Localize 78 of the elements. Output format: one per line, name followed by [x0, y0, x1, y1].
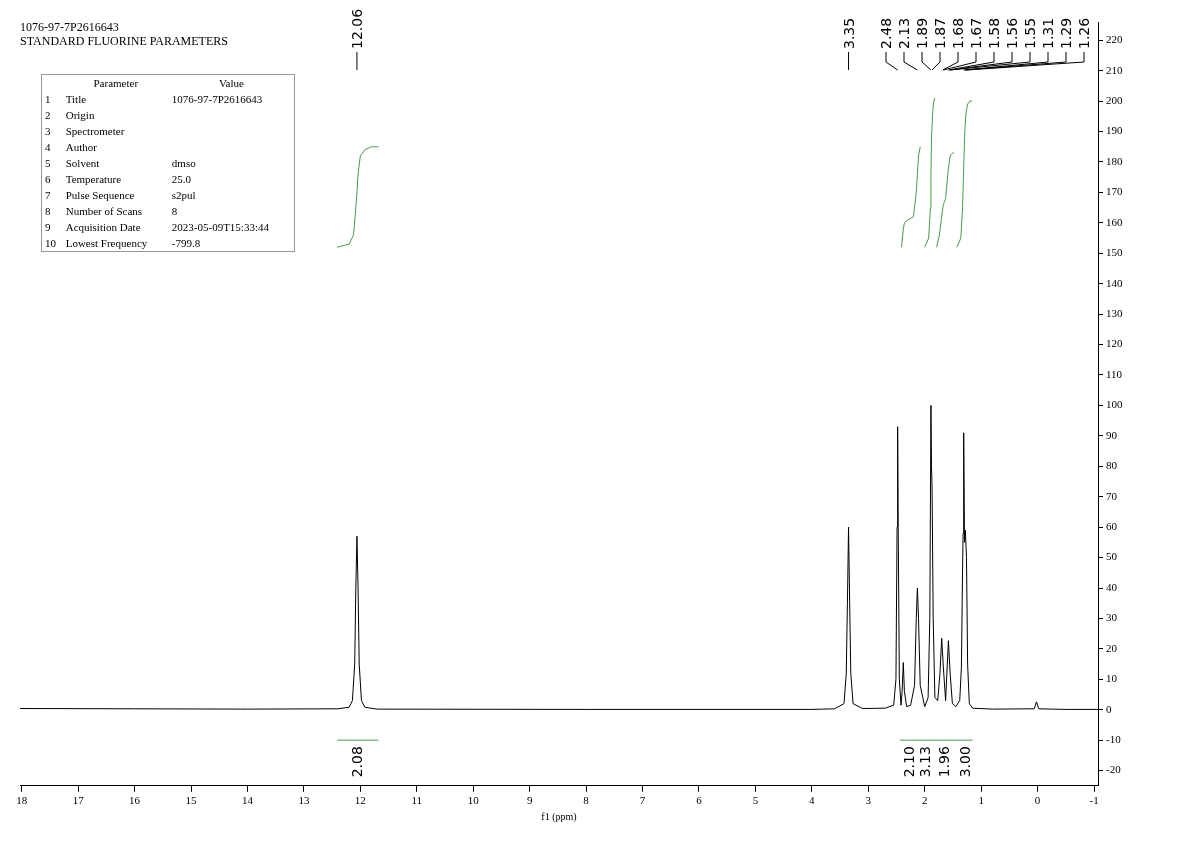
annotation: 3.13	[916, 746, 933, 778]
x-tick-label: 17	[72, 794, 85, 807]
y-tick-label: 210	[1106, 63, 1123, 76]
y-tick-label: 130	[1106, 307, 1123, 320]
x-tick-label: 13	[298, 794, 310, 807]
x-tick-label: 3	[865, 794, 872, 807]
x-tick-label: 11	[411, 794, 423, 807]
annotation: 1.96	[935, 746, 952, 778]
y-tick-label: 150	[1106, 246, 1123, 259]
y-tick-label: 200	[1106, 94, 1123, 107]
x-tick-label: 8	[583, 794, 590, 807]
y-tick-label: 140	[1106, 276, 1123, 289]
x-tick-label: 14	[241, 794, 254, 807]
x-tick-label: 12	[354, 794, 366, 807]
annotation: 1.31	[1040, 17, 1056, 49]
text: 8 Number of Scans 8	[45, 205, 178, 217]
text: 7 Pulse Sequence s2pul	[45, 189, 196, 201]
y-tick-label: 90	[1106, 428, 1118, 441]
y-tick-label: 30	[1106, 611, 1118, 624]
y-tick-label: 120	[1106, 337, 1123, 350]
y-tick-label: 100	[1106, 398, 1123, 411]
text: 10 Lowest Frequency -799.8	[45, 237, 201, 249]
x-tick-label: 7	[639, 794, 646, 807]
y-tick-label: 160	[1106, 215, 1123, 228]
x-tick-label: 1	[978, 794, 984, 807]
y-tick-label: 170	[1106, 185, 1123, 198]
annotation: 2.13	[896, 17, 912, 49]
annotation: 1.56	[1004, 17, 1020, 49]
annotation: 1.68	[950, 17, 966, 49]
y-tick-label: 190	[1106, 124, 1123, 137]
annotation: 2.08	[348, 746, 365, 778]
y-tick-label: 180	[1106, 154, 1123, 167]
x-tick-label: 6	[696, 794, 703, 807]
y-tick-label: 40	[1106, 580, 1118, 593]
annotation: 1.89	[914, 17, 930, 49]
x-tick-label: 9	[526, 794, 533, 807]
x-tick-label: 0	[1034, 794, 1041, 807]
y-tick-label: 10	[1106, 672, 1118, 685]
y-tick-label: 0	[1106, 702, 1112, 715]
y-tick-label: 50	[1106, 550, 1118, 563]
annotation: 12.06	[348, 8, 365, 49]
x-tick-label: 2	[921, 794, 928, 807]
annotation: 2.48	[878, 17, 894, 49]
x-tick-label: 4	[809, 794, 816, 807]
annotation: 1.29	[1058, 17, 1074, 49]
x-axis-title: f1 (ppm)	[541, 810, 577, 823]
text: 4 Author	[45, 141, 97, 153]
x-tick-label: 10	[467, 794, 480, 807]
text: 3 Spectrometer	[45, 125, 125, 137]
x-tick-label: 5	[752, 794, 759, 807]
annotation: 2.10	[901, 746, 918, 778]
x-tick-label: 18	[16, 794, 28, 807]
y-tick-label: 220	[1106, 33, 1123, 46]
annotation: 3.35	[840, 17, 857, 49]
text: 2 Origin	[45, 109, 95, 121]
annotation: 3.00	[956, 746, 973, 778]
y-tick-label: 110	[1106, 367, 1123, 380]
annotation: 1.58	[986, 17, 1002, 49]
text: 6 Temperature 25.0	[45, 173, 192, 185]
y-tick-label: 60	[1106, 520, 1118, 533]
x-tick-label: 16	[129, 794, 141, 807]
y-tick-label: -20	[1106, 763, 1122, 776]
y-tick-label: 70	[1106, 489, 1118, 502]
y-tick-label: -10	[1106, 733, 1122, 746]
chart-title: 1076-97-7P2616643	[20, 20, 120, 34]
text: 5 Solvent dmso	[45, 157, 196, 169]
y-tick-label: 80	[1106, 459, 1118, 472]
text: Parameter Value	[93, 77, 244, 89]
text: 9 Acquisition Date 2023-05-09T15:33:44	[45, 221, 269, 233]
x-tick-label: -1	[1089, 794, 1099, 807]
x-tick-label: 15	[185, 794, 198, 807]
annotation: 1.67	[968, 17, 984, 49]
annotation: 1.55	[1022, 17, 1038, 49]
annotation: 1.87	[932, 17, 948, 49]
text: 1 Title 1076-97-7P2616643	[45, 93, 263, 105]
annotation: 1.26	[1076, 17, 1092, 49]
y-tick-label: 20	[1106, 641, 1118, 654]
text: STANDARD FLUORINE PARAMETERS	[20, 34, 228, 48]
